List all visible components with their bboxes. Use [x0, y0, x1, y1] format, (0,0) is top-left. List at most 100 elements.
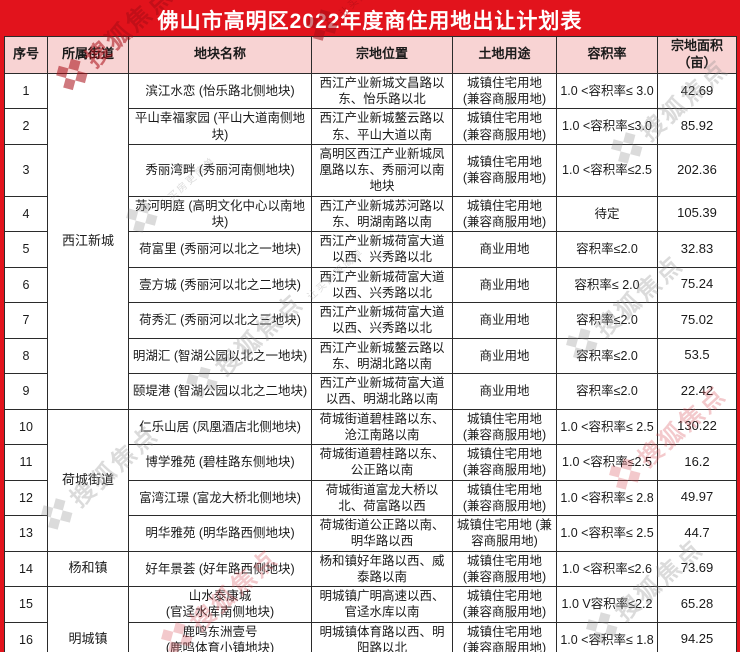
plot-area: 85.92 — [657, 108, 737, 145]
plot-location: 西江产业新城荷富大道以西、兴秀路以北 — [311, 302, 453, 339]
land-use: 商业用地 — [452, 266, 557, 304]
plot-location: 荷城街道碧桂路以东、沧江南路以南 — [311, 408, 453, 446]
plot-area: 32.83 — [657, 231, 737, 268]
plot-name: 荷秀汇 (秀丽河以北之三地块) — [128, 302, 312, 339]
col-header-location: 宗地位置 — [311, 36, 453, 74]
table-row: 9 颐堤港 (智湖公园以北之二地块) 西江产业新城荷富大道以西、明湖北路以南 商… — [4, 373, 737, 410]
col-header-index: 序号 — [4, 36, 48, 74]
col-header-land-use: 土地用途 — [452, 36, 557, 74]
plot-area: 75.02 — [657, 302, 737, 339]
col-header-plot-ratio: 容积率 — [556, 36, 658, 74]
plot-ratio: 容积率≤ 2.0 — [556, 266, 658, 304]
land-use: 城镇住宅用地 (兼容商服用地) — [452, 515, 557, 552]
col-header-area: 宗地面积（亩） — [657, 36, 737, 74]
plot-ratio: 容积率≤2.0 — [556, 337, 658, 375]
plot-location: 明城镇体育路以西、明阳路以北 — [311, 621, 453, 652]
table-row: 1 西江新城 滨江水恋 (怡乐路北侧地块) 西江产业新城文昌路以东、怡乐路以北 … — [4, 72, 737, 410]
land-use: 城镇住宅用地 (兼容商服用地) — [452, 408, 557, 446]
plot-ratio: 容积率≤2.0 — [556, 373, 658, 410]
row-number: 16 — [4, 621, 48, 652]
page-title: 佛山市高明区2022年度商住用地出让计划表 — [157, 10, 583, 33]
plot-area: 202.36 — [657, 143, 737, 197]
plot-ratio: 1.0 <容积率≤2.6 — [556, 550, 658, 588]
plot-name: 明华雅苑 (明华路西侧地块) — [128, 515, 312, 552]
land-use: 商业用地 — [452, 302, 557, 339]
plot-location: 西江产业新城荷富大道以西、兴秀路以北 — [311, 231, 453, 268]
table-row: 3 秀丽湾畔 (秀丽河南侧地块) 高明区西江产业新城凤凰路以东、秀丽河以南地块 … — [4, 143, 737, 197]
plot-name: 好年景荟 (好年路西侧地块) — [128, 550, 312, 588]
plot-ratio: 待定 — [556, 195, 658, 233]
plot-name: 鹿鸣东洲壹号 (鹿鸣体育小镇地块) — [128, 621, 312, 652]
row-number: 11 — [4, 444, 48, 481]
plot-name: 山水泰康城 (官迳水库南侧地块) — [128, 586, 312, 623]
plot-location: 西江产业新城鳌云路以东、明湖北路以南 — [311, 337, 453, 375]
plot-area: 16.2 — [657, 444, 737, 481]
row-number: 14 — [4, 550, 48, 588]
row-number: 7 — [4, 302, 48, 339]
table-row: 11 博学雅苑 (碧桂路东侧地块) 荷城街道碧桂路以东、公正路以南 城镇住宅用地… — [4, 444, 737, 481]
col-header-plot-name: 地块名称 — [128, 36, 312, 74]
plot-name: 苏河明庭 (高明文化中心以南地块) — [128, 195, 312, 233]
plot-ratio: 1.0 <容积率≤2.5 — [556, 444, 658, 481]
plot-name: 博学雅苑 (碧桂路东侧地块) — [128, 444, 312, 481]
plot-area: 105.39 — [657, 195, 737, 233]
plot-name: 荷富里 (秀丽河以北之一地块) — [128, 231, 312, 268]
plot-ratio: 1.0 <容积率≤2.5 — [556, 143, 658, 197]
land-use: 商业用地 — [452, 373, 557, 410]
plot-location: 杨和镇好年路以西、威泰路以南 — [311, 550, 453, 588]
table-row: 5 荷富里 (秀丽河以北之一地块) 西江产业新城荷富大道以西、兴秀路以北 商业用… — [4, 231, 737, 268]
land-use: 城镇住宅用地 (兼容商服用地) — [452, 479, 557, 517]
plot-ratio: 1.0 <容积率≤ 2.5 — [556, 515, 658, 552]
plot-location: 西江产业新城荷富大道以西、明湖北路以南 — [311, 373, 453, 410]
plot-area: 73.69 — [657, 550, 737, 588]
plot-location: 荷城街道公正路以南、明华路以西 — [311, 515, 453, 552]
table-row: 15 明城镇 山水泰康城 (官迳水库南侧地块) 明城镇广明高速以西、官迳水库以南… — [4, 586, 737, 652]
row-number: 5 — [4, 231, 48, 268]
plot-ratio: 1.0 <容积率≤ 1.8 — [556, 621, 658, 652]
plot-name: 明湖汇 (智湖公园以北之一地块) — [128, 337, 312, 375]
plot-location: 西江产业新城荷富大道以西、兴秀路以北 — [311, 266, 453, 304]
row-number: 15 — [4, 586, 48, 623]
land-use: 城镇住宅用地 (兼容商服用地) — [452, 143, 557, 197]
land-use: 商业用地 — [452, 337, 557, 375]
table-row: 6 壹方城 (秀丽河以北之二地块) 西江产业新城荷富大道以西、兴秀路以北 商业用… — [4, 266, 737, 304]
street-group-hecheng: 荷城街道 — [47, 408, 129, 552]
header-row: 序号 所属街道 地块名称 宗地位置 土地用途 容积率 宗地面积（亩） — [4, 36, 737, 74]
plot-name: 仁乐山居 (凤凰酒店北侧地块) — [128, 408, 312, 446]
row-number: 6 — [4, 266, 48, 304]
plot-area: 75.24 — [657, 266, 737, 304]
row-number: 12 — [4, 479, 48, 517]
plot-ratio: 容积率≤2.0 — [556, 231, 658, 268]
land-use: 城镇住宅用地 (兼容商服用地) — [452, 195, 557, 233]
row-number: 8 — [4, 337, 48, 375]
plot-name: 富湾江璟 (富龙大桥北侧地块) — [128, 479, 312, 517]
plot-location: 明城镇广明高速以西、官迳水库以南 — [311, 586, 453, 623]
plot-location: 荷城街道富龙大桥以北、荷富路以西 — [311, 479, 453, 517]
land-use: 城镇住宅用地 (兼容商服用地) — [452, 72, 557, 110]
plot-area: 65.28 — [657, 586, 737, 623]
table-row: 12 富湾江璟 (富龙大桥北侧地块) 荷城街道富龙大桥以北、荷富路以西 城镇住宅… — [4, 479, 737, 517]
row-number: 10 — [4, 408, 48, 446]
land-use: 城镇住宅用地 (兼容商服用地) — [452, 550, 557, 588]
title-bar: 佛山市高明区2022年度商住用地出让计划表 — [4, 4, 736, 36]
land-use: 商业用地 — [452, 231, 557, 268]
col-header-street: 所属街道 — [47, 36, 129, 74]
plot-name: 颐堤港 (智湖公园以北之二地块) — [128, 373, 312, 410]
row-number: 4 — [4, 195, 48, 233]
plot-location: 高明区西江产业新城凤凰路以东、秀丽河以南地块 — [311, 143, 453, 197]
plot-location: 西江产业新城苏河路以东、明湖南路以南 — [311, 195, 453, 233]
plot-area: 22.42 — [657, 373, 737, 410]
plot-ratio: 容积率≤2.0 — [556, 302, 658, 339]
row-number: 1 — [4, 72, 48, 110]
table-row: 14 杨和镇 好年景荟 (好年路西侧地块) 杨和镇好年路以西、威泰路以南 城镇住… — [4, 550, 737, 588]
row-number: 13 — [4, 515, 48, 552]
row-number: 9 — [4, 373, 48, 410]
plot-location: 西江产业新城鳌云路以东、平山大道以南 — [311, 108, 453, 145]
row-number: 2 — [4, 108, 48, 145]
plot-area: 49.97 — [657, 479, 737, 517]
table-row: 10 荷城街道 仁乐山居 (凤凰酒店北侧地块) 荷城街道碧桂路以东、沧江南路以南… — [4, 408, 737, 552]
plot-area: 44.7 — [657, 515, 737, 552]
table-row: 4 苏河明庭 (高明文化中心以南地块) 西江产业新城苏河路以东、明湖南路以南 城… — [4, 195, 737, 233]
plot-ratio: 1.0 <容积率≤3.0 — [556, 108, 658, 145]
